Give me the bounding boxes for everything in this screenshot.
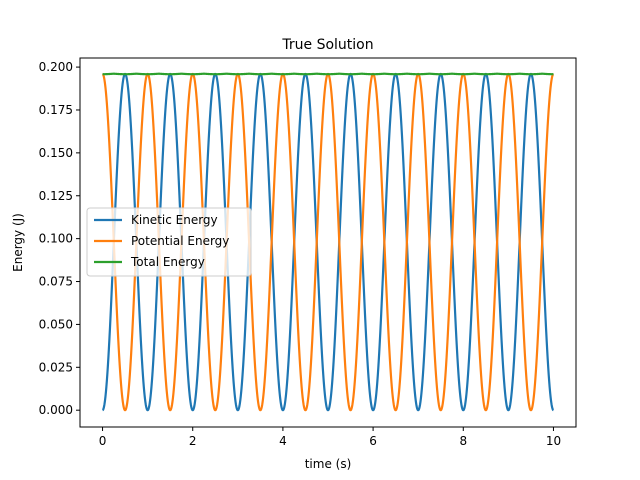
y-tick-label: 0.025 [39, 360, 73, 374]
x-tick-label: 2 [189, 434, 197, 448]
x-tick-label: 6 [369, 434, 377, 448]
legend-label: Potential Energy [131, 234, 229, 248]
x-tick-label: 4 [279, 434, 287, 448]
legend-label: Kinetic Energy [131, 213, 218, 227]
legend-box [86, 207, 252, 277]
legend: Kinetic Energy Potential Energy Total Ener… [86, 207, 252, 277]
chart-title: True Solution [281, 37, 373, 53]
x-axis-label: time (s) [305, 457, 352, 471]
y-tick-label: 0.050 [39, 317, 73, 331]
x-tick-label: 0 [99, 434, 107, 448]
y-axis-label: Energy (J) [11, 213, 25, 272]
total-energy-line [101, 72, 555, 76]
y-tick-label: 0.000 [39, 403, 73, 417]
y-tick-label: 0.100 [39, 232, 73, 246]
x-tick-label: 10 [546, 434, 561, 448]
y-tick-label: 0.200 [39, 60, 73, 74]
axes-frame [79, 57, 577, 428]
kinetic-energy-line [101, 72, 555, 412]
plot-lines [101, 72, 555, 412]
y-axis-ticks: 0.000 0.025 0.050 0.075 0.100 0.125 0.150 0.175… [39, 60, 80, 417]
x-axis-ticks: 0 2 4 6 8 10 [99, 427, 561, 448]
y-tick-label: 0.150 [39, 146, 73, 160]
y-tick-label: 0.175 [39, 103, 73, 117]
legend-label: Total Energy [130, 255, 205, 269]
y-tick-label: 0.125 [39, 189, 73, 203]
x-tick-label: 8 [459, 434, 467, 448]
y-tick-label: 0.075 [39, 275, 73, 289]
